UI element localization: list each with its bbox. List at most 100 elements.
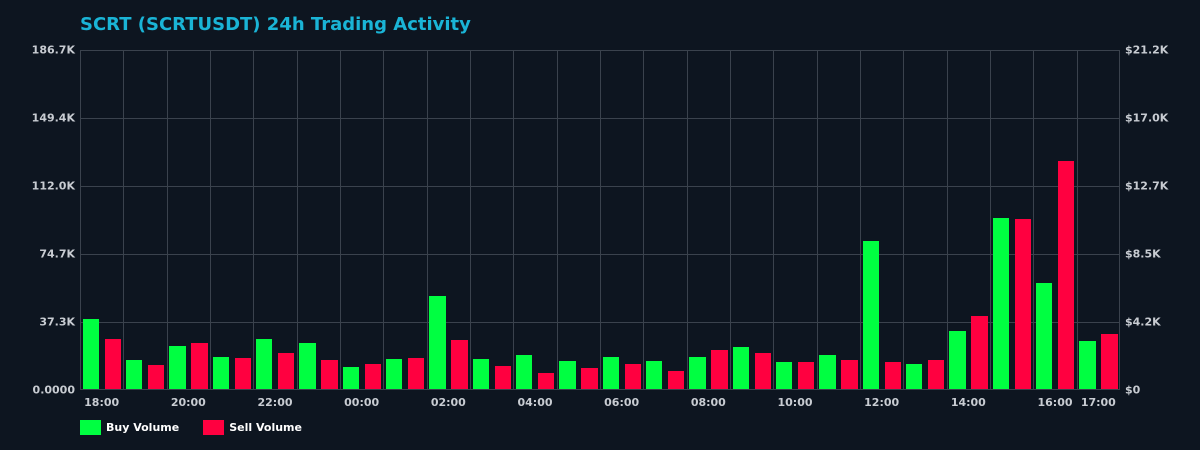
x-tick-label: 20:00 xyxy=(170,396,206,409)
sell-volume-bar[interactable] xyxy=(234,358,251,389)
y-tick-label-right: $21.2K xyxy=(1125,43,1169,57)
v-gridline xyxy=(773,51,775,389)
v-gridline xyxy=(296,51,298,389)
x-tick-label: 18:00 xyxy=(84,396,120,409)
buy-volume-bar[interactable] xyxy=(255,338,273,389)
legend-item-sell[interactable]: Sell Volume xyxy=(203,420,302,435)
y-tick-label-left: 112.0K xyxy=(31,179,75,193)
x-tick-label: 22:00 xyxy=(257,396,293,409)
v-gridline xyxy=(903,51,905,389)
v-gridline xyxy=(816,51,818,389)
buy-volume-bar[interactable] xyxy=(645,360,663,389)
sell-volume-bar[interactable] xyxy=(364,364,381,389)
y-tick-label-right: $0 xyxy=(1125,383,1141,397)
v-gridline xyxy=(340,51,341,389)
y-tick-label-left: 149.4K xyxy=(31,111,75,125)
sell-volume-bar[interactable] xyxy=(581,368,598,389)
x-tick-label: 17:00 xyxy=(1080,396,1116,409)
y-tick-label-right: $12.7K xyxy=(1125,179,1169,193)
sell-volume-bar[interactable] xyxy=(1057,161,1075,389)
x-tick-label: 08:00 xyxy=(690,396,726,409)
buy-volume-bar[interactable] xyxy=(602,356,619,389)
buy-volume-bar[interactable] xyxy=(82,319,99,389)
sell-volume-bar[interactable] xyxy=(711,350,728,389)
buy-volume-bar[interactable] xyxy=(515,354,533,389)
y-tick-label-left: 74.7K xyxy=(39,247,75,261)
v-gridline xyxy=(730,51,731,389)
y-tick-label-left: 186.7K xyxy=(31,43,75,57)
v-gridline xyxy=(556,51,558,389)
v-gridline xyxy=(123,51,125,389)
sell-volume-bar[interactable] xyxy=(841,360,858,389)
x-tick-label: 12:00 xyxy=(864,396,900,409)
buy-swatch-icon xyxy=(80,420,101,435)
sell-volume-bar[interactable] xyxy=(754,352,771,389)
sell-volume-bar[interactable] xyxy=(1014,218,1031,389)
v-gridline xyxy=(686,51,688,389)
sell-volume-bar[interactable] xyxy=(884,362,901,389)
buy-volume-bar[interactable] xyxy=(429,295,446,389)
buy-volume-bar[interactable] xyxy=(905,364,923,389)
sell-volume-bar[interactable] xyxy=(797,362,815,389)
sell-volume-bar[interactable] xyxy=(407,358,425,389)
v-gridline xyxy=(946,51,948,389)
v-gridline xyxy=(1076,51,1078,389)
legend-label-sell: Sell Volume xyxy=(229,421,302,434)
sell-volume-bar[interactable] xyxy=(624,364,641,389)
legend-item-buy[interactable]: Buy Volume xyxy=(80,420,179,435)
buy-volume-bar[interactable] xyxy=(559,360,576,389)
x-tick-label: 06:00 xyxy=(604,396,640,409)
sell-volume-bar[interactable] xyxy=(667,370,685,389)
legend: Buy Volume Sell Volume xyxy=(80,420,326,435)
v-gridline xyxy=(643,51,645,389)
y-tick-label-right: $17.0K xyxy=(1125,111,1169,125)
chart-title: SCRT (SCRTUSDT) 24h Trading Activity xyxy=(80,14,471,35)
v-gridline xyxy=(253,51,255,389)
sell-volume-bar[interactable] xyxy=(927,360,945,389)
buy-volume-bar[interactable] xyxy=(862,240,879,389)
v-gridline xyxy=(426,51,428,389)
legend-label-buy: Buy Volume xyxy=(106,421,180,434)
buy-volume-bar[interactable] xyxy=(342,366,359,389)
v-gridline xyxy=(600,51,601,389)
x-tick-label: 14:00 xyxy=(950,396,986,409)
buy-volume-bar[interactable] xyxy=(169,346,186,389)
buy-volume-bar[interactable] xyxy=(1035,283,1053,389)
buy-volume-bar[interactable] xyxy=(472,358,489,389)
v-gridline xyxy=(210,51,211,389)
buy-volume-bar[interactable] xyxy=(385,358,403,389)
v-gridline xyxy=(990,51,991,389)
v-gridline xyxy=(513,51,515,389)
y-tick-label-right: $4.2K xyxy=(1125,315,1161,329)
buy-volume-bar[interactable] xyxy=(775,362,793,389)
buy-volume-bar[interactable] xyxy=(689,356,706,389)
buy-volume-bar[interactable] xyxy=(1079,340,1096,389)
x-tick-label: 02:00 xyxy=(430,396,466,409)
y-tick-label-right: $8.5K xyxy=(1125,247,1161,261)
buy-volume-bar[interactable] xyxy=(949,331,966,389)
y-tick-label-left: 0.0000 xyxy=(32,383,75,397)
sell-volume-bar[interactable] xyxy=(1101,334,1118,389)
x-tick-label: 04:00 xyxy=(517,396,553,409)
buy-volume-bar[interactable] xyxy=(299,342,316,389)
sell-volume-bar[interactable] xyxy=(104,338,121,389)
buy-volume-bar[interactable] xyxy=(819,354,836,389)
buy-volume-bar[interactable] xyxy=(212,356,229,389)
buy-volume-bar[interactable] xyxy=(125,360,143,389)
buy-volume-bar[interactable] xyxy=(992,218,1009,389)
sell-volume-bar[interactable] xyxy=(971,315,988,389)
buy-volume-bar[interactable] xyxy=(732,346,749,389)
sell-volume-bar[interactable] xyxy=(147,364,165,389)
sell-volume-bar[interactable] xyxy=(494,366,511,389)
sell-volume-bar[interactable] xyxy=(277,352,295,389)
y-tick-label-left: 37.3K xyxy=(39,315,75,329)
sell-volume-bar[interactable] xyxy=(191,342,208,389)
sell-volume-bar[interactable] xyxy=(537,372,555,389)
v-gridline xyxy=(383,51,385,389)
v-gridline xyxy=(470,51,471,389)
sell-volume-bar[interactable] xyxy=(321,360,338,389)
v-gridline xyxy=(166,51,168,389)
sell-swatch-icon xyxy=(203,420,225,435)
v-gridline xyxy=(1033,51,1035,389)
sell-volume-bar[interactable] xyxy=(451,340,468,389)
